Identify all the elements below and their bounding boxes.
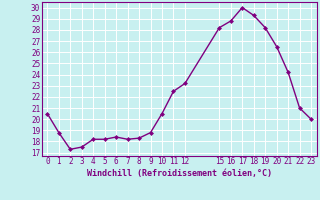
X-axis label: Windchill (Refroidissement éolien,°C): Windchill (Refroidissement éolien,°C) <box>87 169 272 178</box>
